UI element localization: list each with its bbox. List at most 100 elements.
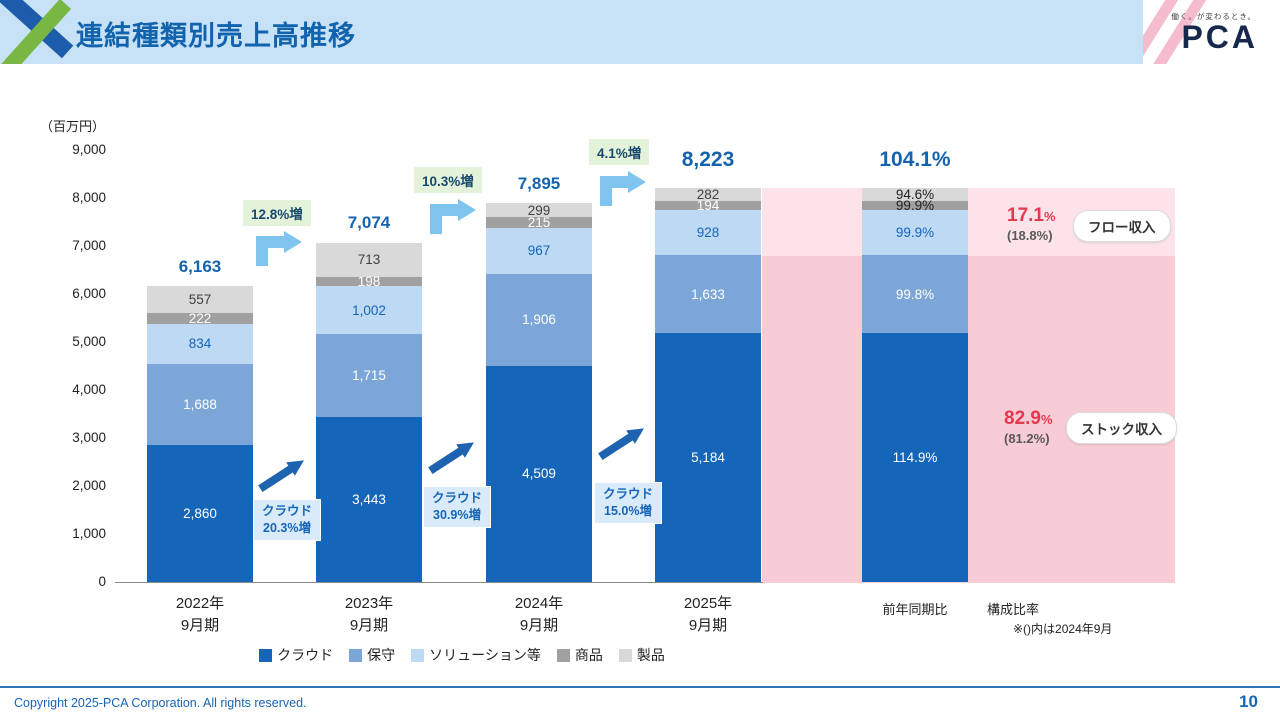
axis-unit-label: （百万円） [40,119,106,134]
growth-rate-label: 10.3%増 [414,167,482,193]
flow-revenue-label: フロー収入 [1073,210,1171,242]
y-axis-tick-label: 8,000 [72,190,106,205]
y-axis-tick-label: 6,000 [72,286,106,301]
legend-label: 保守 [367,647,396,663]
growth-arrow-icon [600,171,646,206]
bar-segment-seihin: 282 [655,187,761,202]
y-axis-tick-label: 1,000 [72,526,106,541]
bar-segment-seihin: 713 [316,242,422,277]
logo-area: 働く。が変わるとき。 PCA [1143,0,1280,64]
stock-percentage-unit: % [1040,412,1053,427]
bar-total-label: 6,163 [178,257,222,277]
bar-total-label: 8,223 [681,148,735,172]
bar-total-label: 7,895 [517,174,561,193]
growth-rate-label: 4.1%増 [589,139,650,165]
legend-item: ソリューション等 [411,645,541,665]
flow-percentage-unit: % [1043,209,1056,224]
y-axis: 0 1,000 2,000 3,000 4,000 5,000 6,000 7,000 8,00… [40,142,106,589]
legend-swatch-seihin [618,648,632,662]
y-axis-tick-label: 2,000 [72,478,106,493]
bar-segment-cloud: 2,860 [147,444,253,582]
yoy-segment-cloud: 114.9% [862,333,968,582]
composition-column-label: 構成比率 [986,602,1039,617]
bar-total-label: 7,074 [347,213,391,233]
x-axis-category-label: 2023年 9月期 [344,595,394,634]
legend-swatch-shohin [556,648,570,662]
stacked-bar: 713 198 1,002 1,715 3,443 [316,242,422,582]
yoy-segment-shohin: 99.9% [862,198,968,213]
stock-percentage-value: 82.9 [1004,408,1041,429]
bar-segment-hoshu: 1,715 [316,334,422,417]
legend-label: 製品 [636,647,665,663]
bar-segment-solution: 967 [486,227,592,275]
x-axis-category-label: 2022年 9月期 [175,595,225,634]
stock-revenue-label: ストック収入 [1066,412,1177,444]
bar-segment-seihin: 299 [486,203,592,218]
stacked-bar: 557 222 834 1,688 2,860 [147,286,253,582]
growth-rate-label: 12.8%増 [243,200,311,226]
bar-segment-cloud: 3,443 [316,416,422,582]
bar-segment-hoshu: 1,633 [655,254,761,334]
yoy-segment-hoshu: 99.8% [862,254,968,334]
cloud-growth-label: クラウド 20.3%増 [253,499,321,541]
pca-logo: PCA [1181,19,1258,55]
page-title: 連結種類別売上高推移 [76,21,356,51]
header-banner: 連結種類別売上高推移 働く。が変わるとき。 PCA [0,0,1280,64]
x-axis-category-label: 2024年 9月期 [514,595,564,634]
legend-label: ソリューション等 [429,647,541,663]
flow-percentage: 17.1% [1007,205,1056,227]
cloud-growth-label: クラウド 15.0%増 [594,482,662,524]
bar-segment-hoshu: 1,906 [486,274,592,366]
growth-arrow-icon [430,199,476,234]
footnote: ※()内は2024年9月 [1013,622,1113,636]
stock-prev-year-value: (81.2%) [1004,431,1050,446]
bar-segment-solution: 1,002 [316,286,422,335]
stacked-bar: 282 194 928 1,633 5,184 [655,187,761,582]
copyright-text: Copyright 2025-PCA Corporation. All righ… [14,696,307,710]
legend-item: 商品 [556,645,603,665]
bar-segment-seihin: 557 [147,286,253,314]
legend-swatch-solution [411,648,425,662]
chart-legend: クラウド 保守 ソリューション等 商品 製品 [130,645,794,665]
y-axis-tick-label: 3,000 [72,430,106,445]
x-axis-line [115,582,763,583]
legend-label: クラウド [277,647,334,663]
flow-prev-year-value: (18.8%) [1007,228,1053,243]
bar-segment-shohin: 194 [655,198,761,213]
y-axis-tick-label: 5,000 [72,334,106,349]
bar-segment-cloud: 5,184 [655,333,761,582]
legend-swatch-cloud [259,648,273,662]
corner-decoration-icon [0,0,74,64]
growth-arrow-icon [256,231,302,266]
bar-segment-shohin: 198 [316,274,422,289]
logo-tagline: 働く。が変わるとき。 [1171,12,1256,21]
bar-segment-shohin: 222 [147,311,253,326]
flow-percentage-value: 17.1 [1007,205,1044,226]
legend-label: 商品 [574,647,603,663]
chart-plot-area: 557 222 834 1,688 2,860 6,163 713 198 1,002 1,715… [115,148,1175,583]
bar-segment-shohin: 215 [486,215,592,230]
yoy-segment-solution: 99.9% [862,210,968,255]
page-number: 10 [1239,692,1258,711]
yoy-total-label: 104.1% [879,148,951,172]
legend-item: 保守 [349,645,395,665]
y-axis-tick-label: 4,000 [72,382,106,397]
legend-item: 製品 [618,645,665,665]
y-axis-tick-label: 0 [98,574,106,589]
stacked-bar: 299 215 967 1,906 4,509 [486,203,592,582]
bar-segment-cloud: 4,509 [486,365,592,582]
yoy-stacked-bar: 94.6% 99.9% 99.9% 99.8% 114.9% [862,187,968,582]
bar-segment-solution: 834 [147,323,253,364]
legend-swatch-hoshu [349,648,363,662]
footer-divider [0,686,1280,688]
cloud-growth-label: クラウド 30.9%増 [423,486,491,528]
y-axis-tick-label: 9,000 [72,142,106,157]
bar-segment-solution: 928 [655,210,761,255]
yoy-column-label: 前年同期比 [882,602,948,617]
y-axis-tick-label: 7,000 [72,238,106,253]
legend-item: クラウド [259,645,333,665]
stock-percentage: 82.9% [1004,408,1053,430]
yoy-segment-seihin: 94.6% [862,187,968,202]
bar-segment-hoshu: 1,688 [147,363,253,445]
